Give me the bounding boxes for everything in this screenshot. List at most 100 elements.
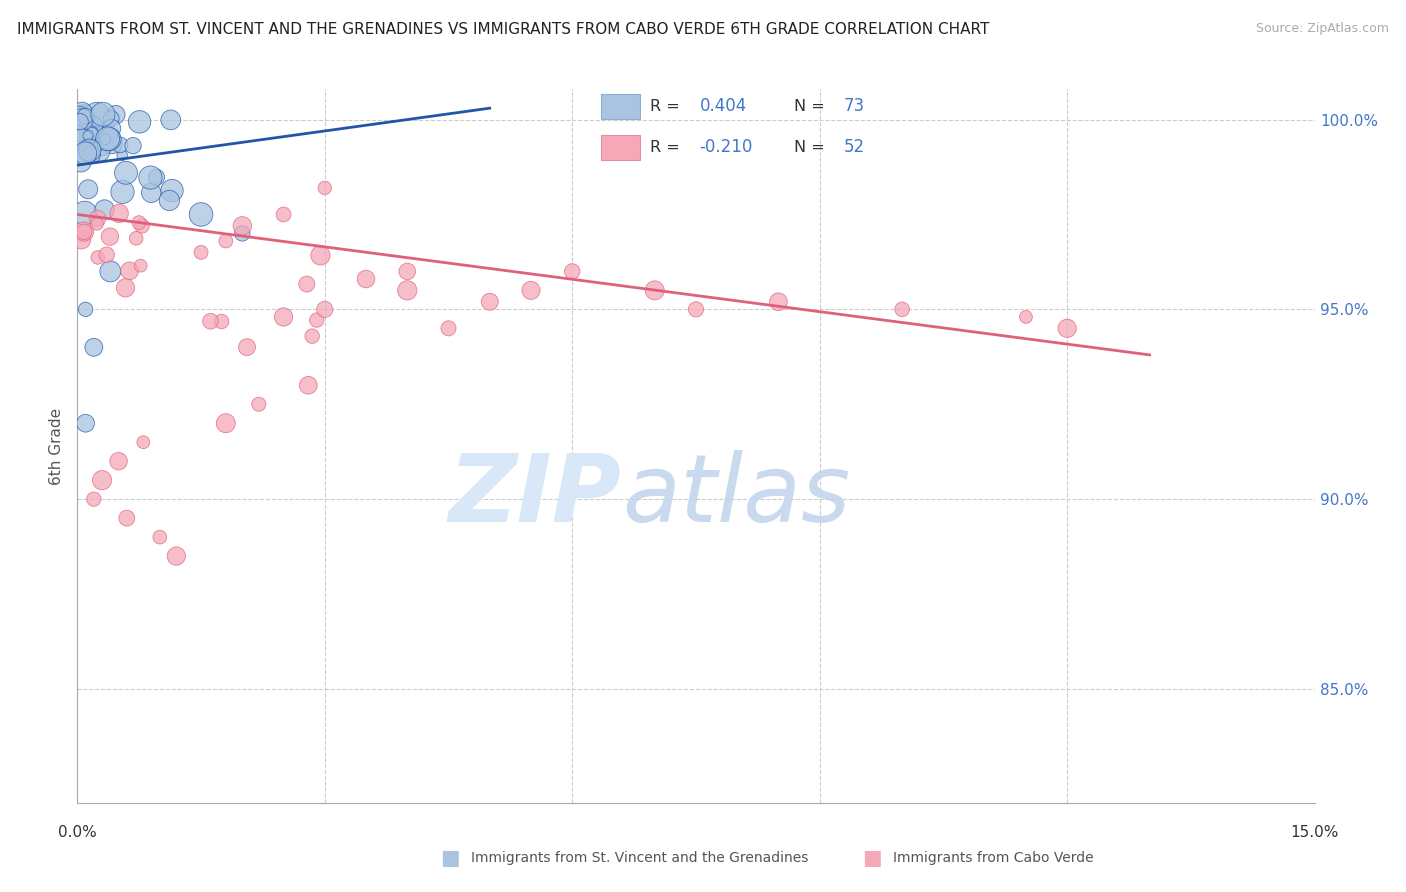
Text: 0.0%: 0.0% (58, 825, 97, 840)
Text: ■: ■ (862, 848, 882, 868)
Point (273, 207, 295, 221)
Point (128, 216, 150, 230)
Point (118, 264, 141, 278)
Text: N =: N = (794, 99, 831, 113)
Point (76, 134, 98, 148)
Text: ZIP: ZIP (449, 450, 621, 542)
Point (160, 184, 183, 198)
Point (149, 530, 172, 544)
Point (114, 281, 136, 295)
Point (295, 277, 318, 291)
Point (75, 302, 97, 317)
Point (83, 492, 105, 507)
Point (80, 148, 103, 162)
Point (91, 107, 114, 121)
Point (115, 511, 138, 525)
Point (314, 181, 336, 195)
Point (478, 294, 501, 309)
Point (70, 105, 93, 120)
Text: 73: 73 (844, 97, 865, 115)
Point (100, 112, 122, 126)
Point (159, 112, 181, 127)
Point (115, 166, 138, 180)
Point (77, 145, 100, 160)
Text: 52: 52 (844, 138, 865, 156)
Point (165, 549, 187, 563)
Point (200, 314, 222, 328)
Point (104, 108, 127, 122)
Point (190, 245, 212, 260)
Point (111, 185, 134, 199)
Point (141, 186, 163, 200)
Text: ■: ■ (440, 848, 460, 868)
Point (75, 124, 97, 138)
Point (91, 138, 114, 153)
Point (396, 264, 419, 278)
Point (73, 206, 96, 220)
Point (86, 130, 108, 145)
Text: 0.404: 0.404 (699, 97, 747, 115)
Point (86, 211, 108, 226)
Point (247, 397, 270, 411)
Point (86, 107, 108, 121)
Point (80, 144, 103, 158)
Point (75, 128, 97, 142)
Point (76, 148, 98, 162)
Point (685, 302, 707, 317)
Point (93, 202, 115, 217)
Point (100, 121, 122, 136)
Point (86, 140, 108, 154)
Point (520, 284, 543, 298)
Point (354, 272, 377, 286)
Point (67, 127, 90, 141)
Point (97, 118, 120, 132)
Point (75, 416, 97, 430)
Point (301, 329, 323, 343)
Point (79, 143, 101, 157)
Point (132, 435, 155, 450)
Text: Source: ZipAtlas.com: Source: ZipAtlas.com (1256, 22, 1389, 36)
Point (91, 473, 114, 487)
Point (190, 207, 212, 221)
Point (94, 132, 117, 146)
Point (561, 264, 583, 278)
Point (73, 225, 96, 239)
Point (122, 138, 145, 153)
Point (70, 113, 93, 128)
Point (309, 248, 332, 262)
Point (157, 194, 180, 208)
Point (80, 127, 103, 141)
Point (96, 248, 118, 262)
Point (67, 136, 90, 150)
Point (70, 233, 93, 247)
Point (75, 146, 97, 161)
Text: R =: R = (650, 140, 685, 154)
Point (83, 340, 105, 354)
Point (87, 251, 110, 265)
Point (314, 302, 336, 317)
Point (231, 227, 253, 241)
Point (211, 314, 233, 328)
Point (891, 302, 914, 317)
Point (82, 120, 104, 134)
Point (396, 284, 419, 298)
Point (69, 114, 91, 128)
Point (69, 131, 91, 145)
Point (75, 109, 97, 123)
Point (644, 284, 666, 298)
Point (101, 136, 124, 151)
Point (77, 128, 100, 143)
Point (70, 145, 93, 159)
Bar (602, 135, 640, 161)
Point (107, 454, 129, 468)
Point (125, 231, 148, 245)
Point (73, 109, 96, 123)
Point (73, 225, 96, 239)
Point (145, 170, 167, 185)
Point (215, 416, 238, 430)
Point (97, 132, 120, 146)
Point (231, 219, 253, 233)
Point (86, 217, 108, 231)
Point (79, 139, 101, 153)
Point (98, 229, 121, 244)
